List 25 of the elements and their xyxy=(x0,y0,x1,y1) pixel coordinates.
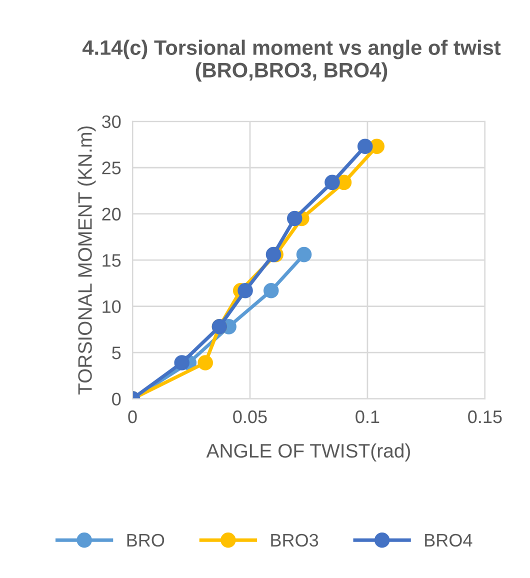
y-tick-label: 5 xyxy=(112,346,121,360)
point xyxy=(296,246,312,262)
point xyxy=(357,138,373,154)
legend-label: BRO xyxy=(127,534,164,547)
y-tick-label: 10 xyxy=(102,300,121,314)
legend-label: BRO4 xyxy=(425,534,472,547)
legend-label: BRO3 xyxy=(271,534,318,547)
chart-title: 4.14(c) Torsional moment vs angle of twist (BRO,BRO3, BRO4) xyxy=(82,40,501,82)
y-tick-label: 20 xyxy=(102,208,121,221)
x-tick-label: 0.15 xyxy=(468,410,502,424)
point xyxy=(286,210,302,226)
x-tick-label: 0.1 xyxy=(356,410,380,424)
y-tick-label: 25 xyxy=(102,162,121,174)
point xyxy=(238,282,253,298)
point xyxy=(263,282,279,298)
y-axis-title: TORSIONAL MOMENT (KN.m) xyxy=(78,126,96,395)
point xyxy=(174,355,190,370)
point xyxy=(324,174,340,190)
x-axis-title: ANGLE OF TWIST(rad) xyxy=(206,443,410,462)
x-tick-label: 0.05 xyxy=(233,410,267,424)
point xyxy=(198,355,213,370)
y-tick-label: 30 xyxy=(102,115,121,128)
y-tick-label: 0 xyxy=(112,392,121,406)
x-tick-label: 0 xyxy=(128,410,137,424)
y-tick-label: 15 xyxy=(102,254,121,267)
